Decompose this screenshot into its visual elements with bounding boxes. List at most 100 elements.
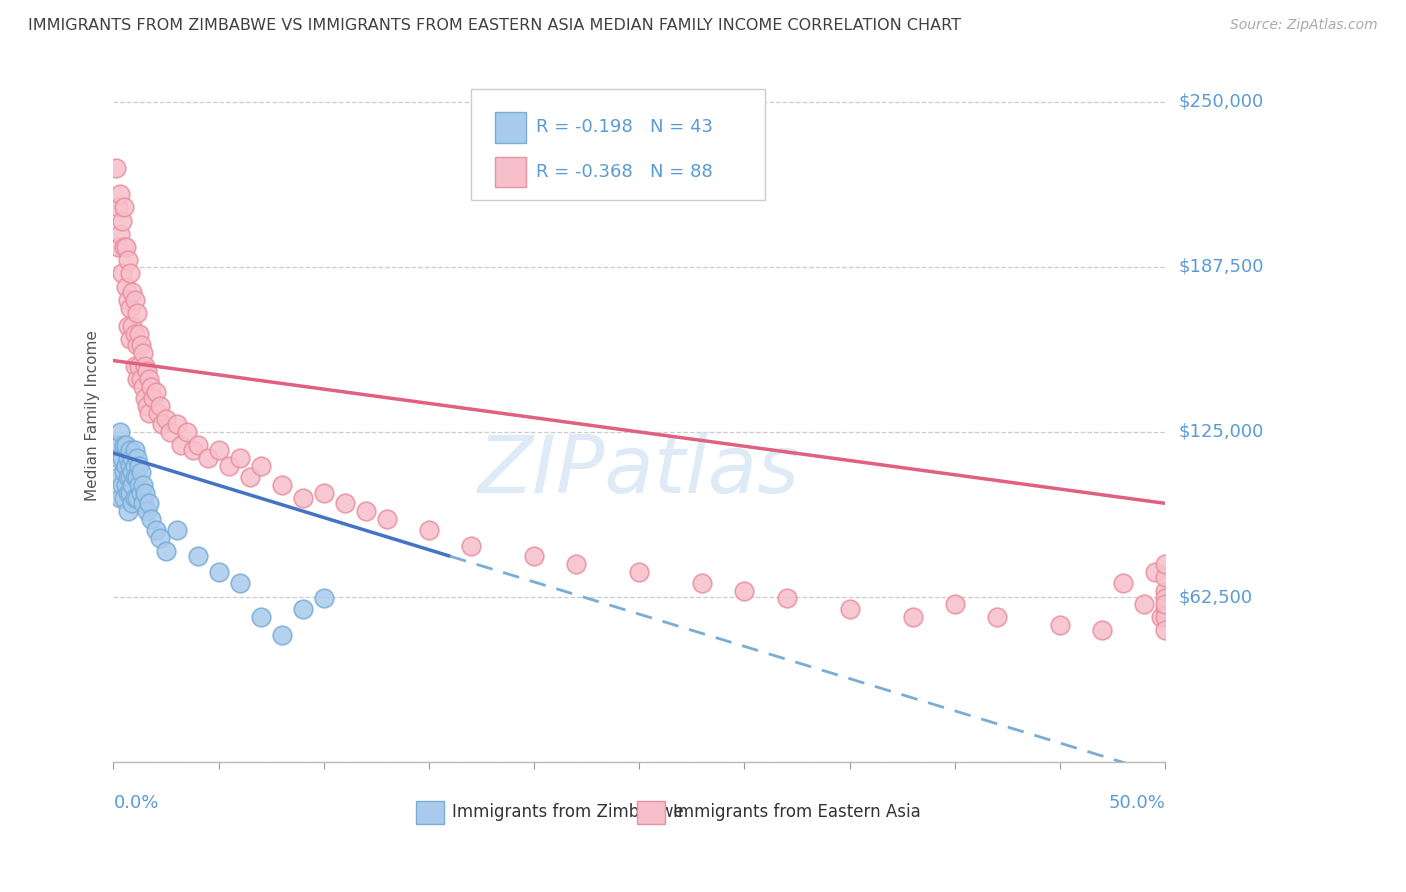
Point xyxy=(1154,602,1177,616)
Point xyxy=(121,496,143,510)
Point xyxy=(117,504,139,518)
Point xyxy=(120,266,142,280)
Point xyxy=(121,465,143,479)
Point xyxy=(125,337,148,351)
Y-axis label: Median Family Income: Median Family Income xyxy=(86,330,100,501)
Point xyxy=(270,478,292,492)
Point xyxy=(375,512,398,526)
Point xyxy=(129,465,152,479)
Text: ZIPatlas: ZIPatlas xyxy=(478,432,800,510)
Point xyxy=(155,411,177,425)
Point xyxy=(136,504,159,518)
Point xyxy=(1154,583,1177,598)
Point xyxy=(112,438,135,452)
Point xyxy=(270,628,292,642)
Point xyxy=(120,333,142,347)
Point xyxy=(121,285,143,299)
Point xyxy=(138,407,160,421)
Point xyxy=(104,161,127,175)
Point xyxy=(129,372,152,386)
Text: IMMIGRANTS FROM ZIMBABWE VS IMMIGRANTS FROM EASTERN ASIA MEDIAN FAMILY INCOME CO: IMMIGRANTS FROM ZIMBABWE VS IMMIGRANTS F… xyxy=(28,18,962,33)
Point xyxy=(117,319,139,334)
FancyBboxPatch shape xyxy=(416,800,444,824)
Point xyxy=(134,485,156,500)
Point xyxy=(115,459,138,474)
Point xyxy=(129,485,152,500)
Point xyxy=(155,544,177,558)
Text: $125,000: $125,000 xyxy=(1180,423,1264,441)
FancyBboxPatch shape xyxy=(495,112,526,143)
Point xyxy=(249,610,271,624)
Point xyxy=(838,602,860,616)
Point xyxy=(125,470,148,484)
Point xyxy=(149,531,172,545)
Point xyxy=(159,425,181,439)
Point xyxy=(1154,610,1177,624)
Point xyxy=(149,399,172,413)
Point xyxy=(692,575,714,590)
Text: R = -0.368   N = 88: R = -0.368 N = 88 xyxy=(536,163,713,181)
Point xyxy=(117,253,139,268)
Point xyxy=(136,364,159,378)
Point xyxy=(132,345,155,359)
Point xyxy=(121,478,143,492)
Point xyxy=(136,399,159,413)
Point xyxy=(111,266,134,280)
Point xyxy=(145,523,167,537)
Point xyxy=(124,470,146,484)
Point xyxy=(128,327,150,342)
Point xyxy=(145,385,167,400)
Point xyxy=(124,459,146,474)
Text: $187,500: $187,500 xyxy=(1180,258,1264,276)
Point xyxy=(128,478,150,492)
Point xyxy=(128,459,150,474)
Text: $62,500: $62,500 xyxy=(1180,588,1253,607)
Point xyxy=(523,549,546,564)
Point xyxy=(775,591,797,606)
Point xyxy=(141,380,163,394)
Point xyxy=(166,523,188,537)
Point xyxy=(333,496,356,510)
Point xyxy=(112,240,135,254)
Point xyxy=(125,451,148,466)
Point xyxy=(418,523,440,537)
Point xyxy=(117,470,139,484)
Point xyxy=(124,327,146,342)
Point xyxy=(107,470,129,484)
Point xyxy=(108,491,131,505)
Point xyxy=(107,200,129,214)
Point xyxy=(125,372,148,386)
Point xyxy=(460,539,482,553)
Point xyxy=(1154,557,1177,571)
Point xyxy=(120,459,142,474)
Point xyxy=(183,443,205,458)
Point xyxy=(112,200,135,214)
Point xyxy=(628,565,651,579)
Point xyxy=(1154,570,1177,584)
Point xyxy=(125,491,148,505)
Point xyxy=(120,443,142,458)
Point xyxy=(150,417,173,431)
Point xyxy=(1150,610,1173,624)
Point xyxy=(1112,575,1135,590)
Point xyxy=(121,319,143,334)
Point xyxy=(187,438,209,452)
Point xyxy=(117,451,139,466)
FancyBboxPatch shape xyxy=(637,800,665,824)
Point xyxy=(138,372,160,386)
Point xyxy=(228,575,250,590)
Point xyxy=(107,451,129,466)
Point xyxy=(134,359,156,373)
Point xyxy=(124,491,146,505)
Point xyxy=(117,293,139,307)
Point xyxy=(120,301,142,315)
Text: 0.0%: 0.0% xyxy=(114,794,159,812)
Point xyxy=(132,478,155,492)
Point xyxy=(187,549,209,564)
Point xyxy=(312,591,335,606)
Point xyxy=(1154,623,1177,637)
Point xyxy=(901,610,924,624)
Text: 50.0%: 50.0% xyxy=(1108,794,1166,812)
Point xyxy=(115,438,138,452)
Point xyxy=(112,491,135,505)
